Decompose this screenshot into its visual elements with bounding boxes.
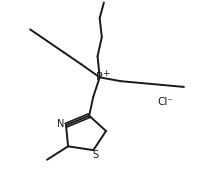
Text: S: S: [92, 150, 99, 160]
Text: Cl⁻: Cl⁻: [157, 97, 173, 107]
Text: +: +: [102, 69, 110, 78]
Text: P: P: [96, 72, 103, 82]
Text: N: N: [57, 119, 64, 129]
